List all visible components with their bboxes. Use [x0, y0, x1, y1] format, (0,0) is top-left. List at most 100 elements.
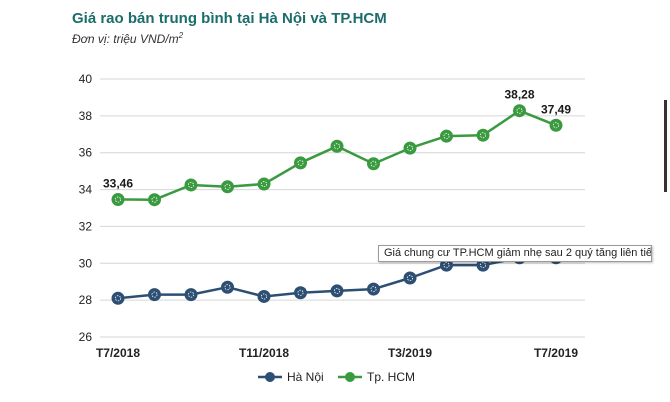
data-point-highlight: [516, 107, 523, 114]
data-point-highlight: [151, 291, 158, 298]
data-point-marker: [111, 291, 125, 305]
data-point: [221, 180, 234, 194]
data-point-highlight: [370, 286, 377, 293]
data-point-highlight: [260, 293, 267, 300]
data-point-highlight: [443, 262, 450, 269]
data-point-highlight: [553, 122, 560, 129]
legend: Hà Nội Tp. HCM: [258, 370, 415, 384]
x-tick-label: T11/2018: [239, 346, 289, 360]
y-tick-label: 26: [79, 330, 93, 344]
chart-tooltip: Giá chung cư TP.HCM giảm nhẹ sau 2 quý t…: [378, 245, 652, 262]
data-point: [330, 284, 344, 298]
data-point-highlight: [479, 262, 486, 269]
data-point-highlight: [224, 183, 231, 190]
data-point-marker: [111, 193, 125, 207]
data-point: [403, 271, 417, 285]
series-points: [111, 104, 563, 305]
gridlines: [100, 78, 585, 338]
data-point: [476, 128, 490, 142]
data-point-highlight: [406, 275, 413, 282]
data-label: 37,49: [541, 102, 571, 116]
data-point-marker: [476, 128, 490, 142]
data-point: [440, 129, 453, 143]
data-point-highlight: [297, 289, 304, 296]
data-point-highlight: [260, 181, 267, 188]
y-tick-label: 34: [79, 183, 93, 197]
data-label: 33,46: [103, 177, 133, 191]
data-label: 38,28: [504, 88, 534, 102]
data-point-marker: [148, 193, 161, 207]
data-point-highlight: [333, 287, 340, 294]
y-tick-label: 30: [79, 256, 93, 270]
data-point-marker: [221, 280, 234, 294]
data-point: [549, 118, 563, 132]
y-tick-label: 28: [79, 293, 93, 307]
data-point-marker: [549, 118, 563, 132]
data-point: [367, 282, 380, 296]
data-point-marker: [294, 156, 307, 170]
scroll-edge-marker: [664, 100, 667, 192]
data-point: [111, 291, 125, 305]
data-point-marker: [367, 282, 380, 296]
legend-marker: [265, 372, 275, 382]
data-point-highlight: [333, 143, 340, 150]
data-point: [367, 157, 380, 171]
data-point: [111, 193, 125, 207]
data-point: [184, 178, 198, 192]
legend-item: Hà Nội: [258, 370, 324, 384]
data-labels: 33,46 38,28 37,49: [103, 88, 571, 191]
data-point-marker: [184, 288, 198, 302]
data-point-marker: [403, 141, 417, 155]
data-point-highlight: [115, 196, 122, 203]
data-point-highlight: [224, 284, 231, 291]
unit-superscript: 2: [178, 31, 184, 40]
y-axis: 26 28 30 32 34 36 38 40: [79, 72, 93, 344]
legend-marker: [345, 372, 355, 382]
x-tick-label: T7/2018: [96, 346, 140, 360]
data-point: [148, 288, 161, 302]
x-axis: T7/2018 T11/2018 T3/2019 T7/2019: [96, 346, 578, 360]
x-tick-label: T7/2019: [534, 346, 578, 360]
data-point: [184, 288, 198, 302]
data-point-marker: [330, 139, 344, 153]
data-point-marker: [330, 284, 344, 298]
series-line-1: [117, 109, 557, 201]
data-point-highlight: [187, 291, 194, 298]
data-point: [148, 193, 161, 207]
data-point: [294, 156, 307, 170]
data-point: [221, 280, 234, 294]
data-point: [294, 286, 307, 300]
data-point-marker: [513, 104, 526, 118]
data-point: [403, 141, 417, 155]
unit-label: Đơn vị: triệu VND/m: [72, 32, 179, 46]
y-tick-label: 40: [79, 72, 93, 86]
data-point-marker: [440, 129, 453, 143]
data-point-marker: [221, 180, 234, 194]
x-tick-label: T3/2019: [388, 346, 432, 360]
data-point-highlight: [151, 196, 158, 203]
legend-label: Tp. HCM: [367, 370, 415, 384]
data-point-marker: [367, 157, 380, 171]
data-point-marker: [184, 178, 198, 192]
y-tick-label: 36: [79, 146, 93, 160]
legend-label: Hà Nội: [287, 370, 324, 384]
data-point-highlight: [187, 181, 194, 188]
data-point-marker: [257, 289, 271, 303]
data-point: [513, 104, 526, 118]
data-point-marker: [403, 271, 417, 285]
y-tick-label: 38: [79, 109, 93, 123]
data-point-highlight: [479, 132, 486, 139]
data-point-marker: [294, 286, 307, 300]
chart-title: Giá rao bán trung bình tại Hà Nội và TP.…: [72, 10, 387, 27]
series-lines: [117, 109, 557, 300]
chart-subtitle: Đơn vị: triệu VND/m2: [72, 31, 183, 46]
data-point-marker: [257, 177, 271, 191]
data-point-highlight: [406, 145, 413, 152]
data-point-highlight: [297, 159, 304, 166]
data-point: [257, 289, 271, 303]
legend-item: Tp. HCM: [338, 370, 415, 384]
y-tick-label: 32: [79, 219, 93, 233]
data-point-highlight: [115, 295, 122, 302]
data-point: [330, 139, 344, 153]
